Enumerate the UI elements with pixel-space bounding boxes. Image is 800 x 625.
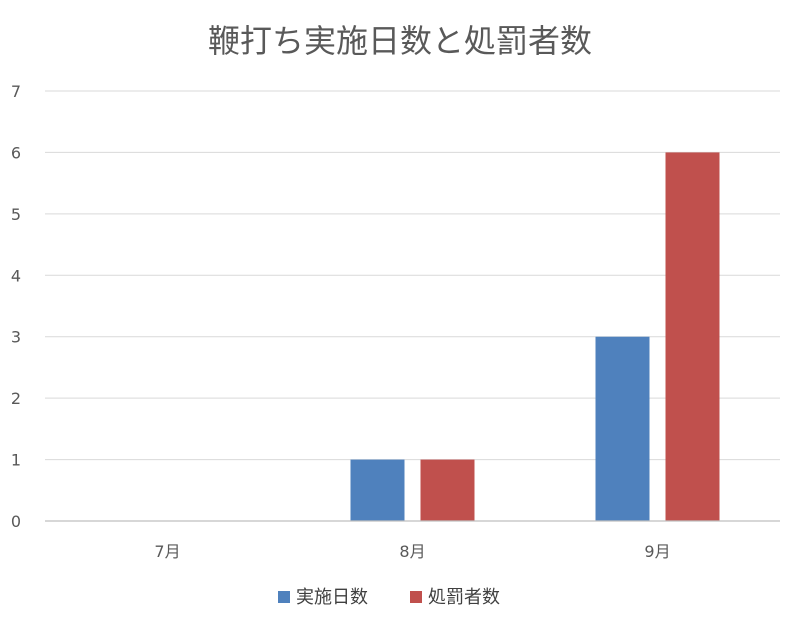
- y-tick-label: 0: [11, 512, 21, 531]
- y-tick-label: 3: [11, 328, 21, 347]
- x-category-label: 9月: [644, 542, 670, 561]
- legend-swatch: [278, 591, 290, 603]
- bar-punished-2: [420, 459, 475, 521]
- y-tick-label: 2: [11, 389, 21, 408]
- y-tick-label: 1: [11, 451, 21, 470]
- x-category-label: 7月: [154, 542, 180, 561]
- chart-title: 鞭打ち実施日数と処罰者数: [208, 22, 592, 60]
- y-axis-tick-labels: 0 1 2 3 4 5 6 7: [11, 82, 21, 531]
- y-tick-label: 5: [11, 205, 21, 224]
- y-tick-label: 7: [11, 82, 21, 101]
- gridlines: [45, 90, 780, 461]
- legend-swatch: [410, 591, 422, 603]
- legend-label: 処罰者数: [428, 587, 500, 608]
- bars: [350, 152, 720, 521]
- legend-label: 実施日数: [296, 587, 368, 608]
- x-axis-category-labels: 7月 8月 9月: [154, 542, 670, 561]
- bar-punished-3: [665, 152, 720, 521]
- y-tick-label: 6: [11, 143, 21, 162]
- bar-days-3: [595, 336, 650, 521]
- y-tick-label: 4: [11, 266, 21, 285]
- legend: 実施日数 処罰者数: [278, 587, 500, 608]
- bar-days-2: [350, 459, 405, 521]
- x-category-label: 8月: [399, 542, 425, 561]
